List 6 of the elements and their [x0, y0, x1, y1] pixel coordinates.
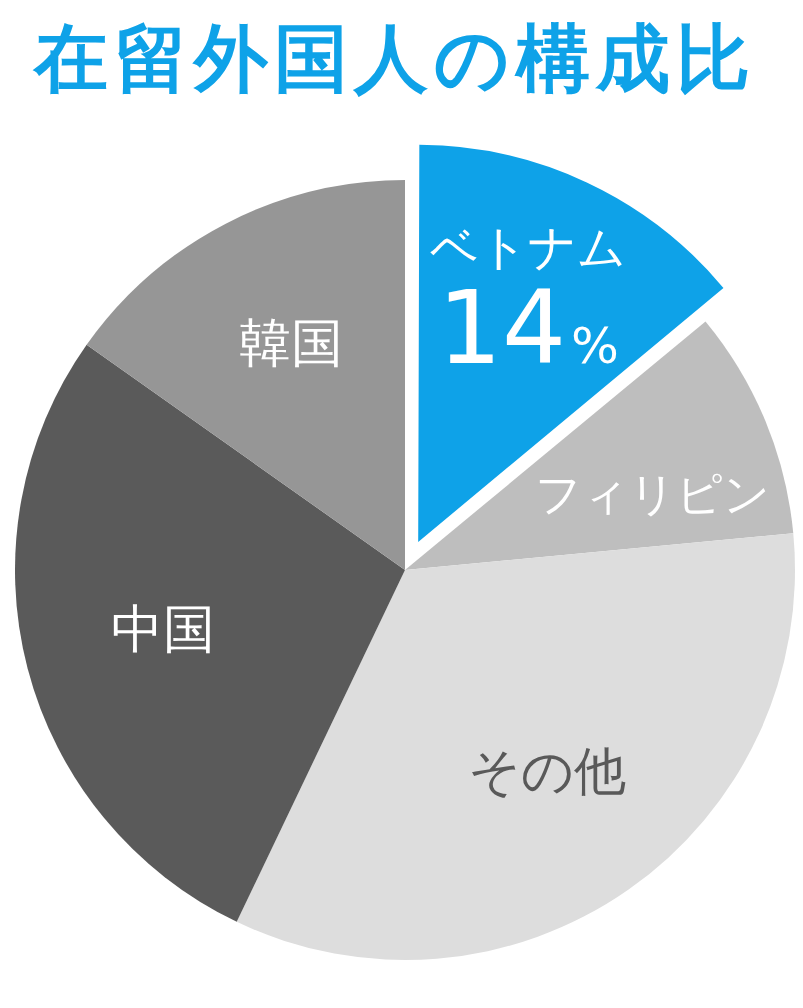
slice-label: その他 [468, 741, 627, 802]
chart-title: 在留外国人の構成比 [32, 15, 757, 101]
slice-label: 韓国 [238, 313, 343, 374]
slice-label: ベトナム [430, 219, 627, 276]
slice-label: フィリピン [535, 467, 771, 522]
slice-label: 中国 [111, 598, 216, 659]
